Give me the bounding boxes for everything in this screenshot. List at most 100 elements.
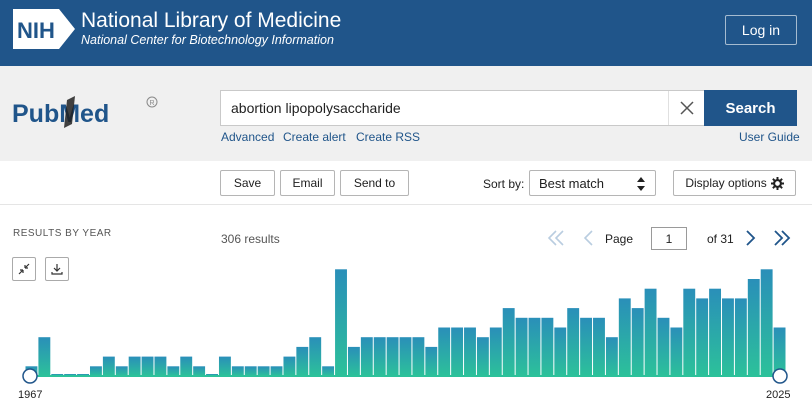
year-bar-2024[interactable] xyxy=(760,269,773,376)
year-bar-2013[interactable] xyxy=(618,298,631,376)
collapse-icon xyxy=(18,263,30,275)
year-bar-2000[interactable] xyxy=(451,327,464,377)
year-bar-1974[interactable] xyxy=(115,366,128,376)
year-bar-1998[interactable] xyxy=(425,346,438,376)
results-count: 306 results xyxy=(221,232,280,246)
year-bar-1968[interactable] xyxy=(38,337,51,376)
save-button[interactable]: Save xyxy=(220,170,275,196)
year-bar-1975[interactable] xyxy=(128,356,141,376)
nlm-title[interactable]: National Library of Medicine xyxy=(81,9,342,32)
sort-label: Sort by: xyxy=(483,177,525,191)
sort-select[interactable]: Best match xyxy=(529,170,656,196)
ncbi-subtitle: National Center for Biotechnology Inform… xyxy=(81,33,334,47)
nih-logo-text: NIH xyxy=(17,18,55,43)
advanced-link[interactable]: Advanced xyxy=(221,130,275,144)
nih-logo-icon[interactable]: NIH xyxy=(13,9,75,49)
year-bar-1990[interactable] xyxy=(322,366,335,376)
create-rss-link[interactable]: Create RSS xyxy=(356,130,421,144)
year-bar-1972[interactable] xyxy=(89,366,102,376)
year-bar-1982[interactable] xyxy=(218,356,231,376)
page-label: Page xyxy=(605,232,634,246)
year-bar-1983[interactable] xyxy=(231,366,244,376)
year-bar-2004[interactable] xyxy=(502,308,515,376)
clear-search-button[interactable] xyxy=(668,91,704,125)
year-bar-1994[interactable] xyxy=(373,337,386,376)
year-bar-2021[interactable] xyxy=(722,298,734,376)
download-chart-button[interactable] xyxy=(45,257,69,281)
year-bar-2015[interactable] xyxy=(644,288,657,376)
range-start-handle[interactable] xyxy=(22,368,38,384)
user-guide-link[interactable]: User Guide xyxy=(739,130,800,144)
year-bar-1977[interactable] xyxy=(154,356,167,376)
display-options-label: Display options xyxy=(685,176,767,190)
search-input[interactable] xyxy=(221,91,669,125)
last-page-icon[interactable] xyxy=(772,228,792,248)
nih-banner: NIH National Library of Medicine Nationa… xyxy=(0,0,812,66)
year-bar-2011[interactable] xyxy=(593,317,605,376)
year-bar-2006[interactable] xyxy=(528,317,541,376)
login-button[interactable]: Log in xyxy=(725,15,797,45)
year-bar-2017[interactable] xyxy=(670,327,683,377)
year-bar-1995[interactable] xyxy=(386,337,399,376)
year-bar-1980[interactable] xyxy=(193,366,206,376)
year-bar-2025[interactable] xyxy=(773,327,786,377)
year-bar-2022[interactable] xyxy=(734,298,747,376)
year-bar-2003[interactable] xyxy=(489,327,502,377)
display-options-button[interactable]: Display options xyxy=(673,170,796,196)
first-page-icon[interactable] xyxy=(546,228,566,248)
year-bar-1992[interactable] xyxy=(347,346,360,376)
year-bar-1996[interactable] xyxy=(399,337,412,376)
results-by-year-label: RESULTS BY YEAR xyxy=(13,228,112,239)
year-bar-1999[interactable] xyxy=(438,327,451,377)
year-bar-2002[interactable] xyxy=(476,337,489,376)
year-bar-2009[interactable] xyxy=(567,308,580,376)
download-icon xyxy=(51,264,63,275)
year-bar-2007[interactable] xyxy=(541,317,554,376)
sort-value: Best match xyxy=(539,175,605,191)
collapse-chart-button[interactable] xyxy=(12,257,36,281)
year-bar-2016[interactable] xyxy=(657,317,670,376)
year-bar-1989[interactable] xyxy=(309,337,322,376)
results-toolbar: Save Email Send to Sort by: Best match D… xyxy=(0,161,812,205)
year-bar-1987[interactable] xyxy=(283,356,296,376)
close-icon xyxy=(679,101,694,115)
year-bar-2008[interactable] xyxy=(554,327,567,377)
year-bar-1979[interactable] xyxy=(180,356,193,376)
year-bar-2023[interactable] xyxy=(747,279,760,376)
year-bar-2001[interactable] xyxy=(464,327,476,377)
next-page-icon[interactable] xyxy=(740,228,760,248)
page-number-input[interactable]: 1 xyxy=(651,227,687,250)
range-end-handle[interactable] xyxy=(772,368,788,384)
year-bar-1976[interactable] xyxy=(141,356,154,376)
year-bar-2018[interactable] xyxy=(683,288,696,376)
svg-text:R: R xyxy=(150,100,155,107)
gear-icon xyxy=(770,176,784,190)
pubmed-logo[interactable]: PubMed R xyxy=(12,94,162,134)
results-by-year-chart[interactable] xyxy=(0,262,812,417)
year-bar-2014[interactable] xyxy=(631,308,644,376)
year-bar-2010[interactable] xyxy=(580,317,593,376)
sort-arrows-icon xyxy=(637,177,645,191)
end-year-label: 2025 xyxy=(766,389,791,401)
search-box xyxy=(220,90,705,126)
year-bar-2019[interactable] xyxy=(696,298,709,376)
create-alert-link[interactable]: Create alert xyxy=(283,130,346,144)
year-bar-2005[interactable] xyxy=(515,317,528,376)
year-bar-1985[interactable] xyxy=(257,366,270,376)
year-bar-1984[interactable] xyxy=(244,366,257,376)
year-bar-1986[interactable] xyxy=(270,366,283,376)
year-bar-2012[interactable] xyxy=(605,337,618,376)
search-button[interactable]: Search xyxy=(704,90,797,126)
year-bar-1988[interactable] xyxy=(296,346,309,376)
year-bar-1991[interactable] xyxy=(335,269,347,376)
email-button[interactable]: Email xyxy=(280,170,335,196)
year-bar-1997[interactable] xyxy=(412,337,425,376)
year-bar-1973[interactable] xyxy=(102,356,115,376)
search-area: PubMed R Search Advanced Create alert Cr… xyxy=(0,66,812,161)
pubmed-logo-text: PubMed xyxy=(12,100,109,128)
year-bar-1978[interactable] xyxy=(167,366,180,376)
year-bar-1993[interactable] xyxy=(360,337,373,376)
previous-page-icon[interactable] xyxy=(579,228,599,248)
send-to-button[interactable]: Send to xyxy=(340,170,409,196)
year-bar-2020[interactable] xyxy=(709,288,722,376)
